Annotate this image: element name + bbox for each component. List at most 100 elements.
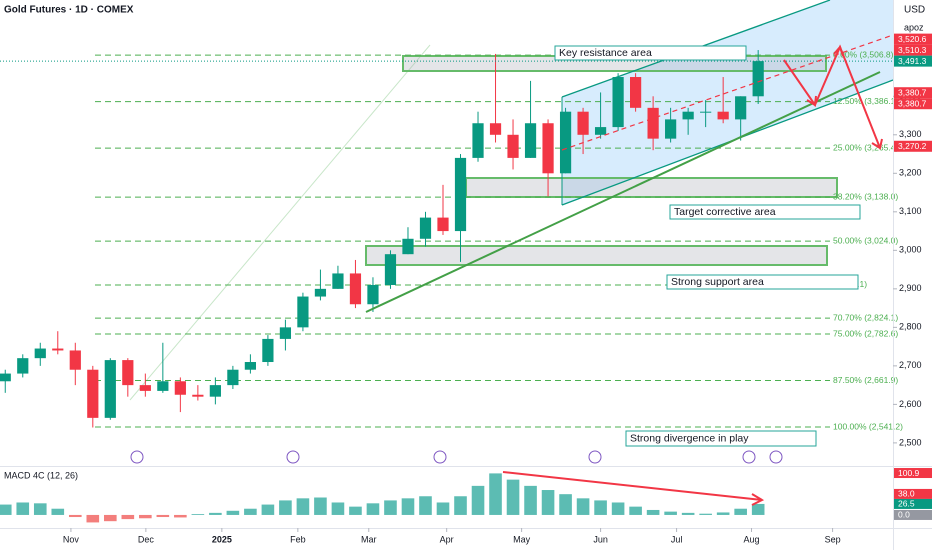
candle-body (297, 296, 309, 328)
event-icon[interactable] (286, 450, 300, 464)
macd-bar (699, 513, 712, 515)
x-tick-label: Feb (290, 534, 306, 544)
price-badge (894, 44, 932, 56)
macd-bar (104, 514, 117, 522)
macd-bar (296, 498, 310, 515)
x-tick-label: Apr (440, 534, 454, 544)
drawings-over: Key resistance area Target corrective ar… (130, 0, 894, 506)
annotation: Strong divergence in play (630, 432, 749, 444)
macd-bar (174, 514, 187, 518)
y-tick-label: 2,700 (899, 360, 922, 370)
event-icon[interactable] (769, 450, 783, 464)
macd-bar (226, 510, 240, 515)
macd-bar (156, 514, 170, 518)
macd-bar (629, 506, 642, 515)
candle-body (612, 77, 624, 128)
price-badge-label: 0.0 (898, 510, 910, 520)
author: apoz (904, 22, 924, 32)
candle-body (735, 96, 747, 120)
y-tick-label: 3,100 (899, 206, 922, 216)
candle-body (244, 362, 256, 370)
candle-body (279, 327, 292, 339)
candle-body (384, 254, 397, 285)
x-tick-label: 2025 (212, 534, 232, 544)
arrow-heads (806, 45, 883, 150)
macd-bar (384, 500, 397, 515)
macd-bar (279, 500, 292, 515)
price-badge-label: 3,380.7 (898, 98, 927, 108)
macd-bar (121, 514, 135, 520)
macd-bar (436, 502, 450, 515)
chart-title: Gold Futures · 1D · COMEX (4, 5, 134, 16)
y-tick-label: 2,900 (899, 283, 922, 293)
macd-bar (611, 502, 625, 515)
series-layer: 0.00% (3,506.8) 12.50% (3,386.1) 25.00% (3… (0, 49, 903, 523)
drawings-under (129, 0, 893, 401)
candle-body (489, 123, 502, 135)
x-tick-label: Dec (138, 534, 155, 544)
y-tick-label: 3,000 (899, 245, 922, 255)
macd-bar (366, 503, 380, 515)
support-zone (365, 245, 828, 266)
x-tick-label: Nov (63, 534, 80, 544)
macd-bar (51, 508, 65, 515)
candle-body (559, 111, 572, 174)
indicator-title: MACD 4C (12, 26) (4, 470, 78, 480)
event-icon[interactable] (433, 450, 447, 464)
event-icons (130, 450, 783, 464)
annotation: Target corrective area (674, 206, 776, 218)
y-tick-label: 2,500 (899, 437, 922, 447)
price-badge (894, 33, 932, 45)
candle-body (17, 358, 29, 374)
annotation-box (669, 204, 861, 220)
macd-bar (314, 497, 327, 515)
price-badge (894, 55, 932, 67)
macd-bar (419, 496, 432, 515)
candle-body (647, 107, 659, 139)
candle-body (454, 157, 467, 232)
macd-bar (506, 479, 520, 515)
y-tick-label: 3,200 (899, 168, 922, 178)
macd-bar (541, 490, 555, 515)
y-tick-label: 2,800 (899, 322, 922, 332)
macd-bar (646, 509, 660, 515)
macd-bar (139, 514, 152, 519)
fib-label: 50.00% (3,024.0) (833, 235, 898, 245)
price-badge (894, 509, 932, 520)
candle-body (104, 360, 116, 418)
price-badge-label: 3,270.2 (898, 141, 927, 151)
candle-body (69, 350, 81, 370)
annotation-box (554, 45, 747, 61)
fib-label: 87.50% (2,661.9) (833, 375, 898, 385)
macd-bar (681, 512, 695, 515)
macd-bar (68, 514, 82, 518)
macd-bar (331, 502, 345, 515)
event-icon[interactable] (742, 450, 756, 464)
candle-body (367, 284, 379, 305)
candle-body (52, 348, 64, 351)
corrective-zone (465, 177, 838, 198)
candle-body (402, 238, 414, 255)
annotation-box (625, 430, 817, 447)
channel-fill (562, 0, 893, 205)
macd-bar (524, 485, 537, 515)
fib-label: 0.00% (3,506.8) (833, 49, 894, 59)
macd-bar (454, 496, 467, 515)
candle-body (192, 394, 204, 397)
event-icon[interactable] (588, 450, 602, 464)
macd-bar (33, 503, 47, 515)
y-tick-label: 2,600 (899, 399, 922, 409)
candle-body (542, 123, 554, 174)
candle-body (630, 77, 642, 108)
x-tick-label: Mar (361, 534, 377, 544)
price-badge-label: 3,491.3 (898, 56, 927, 66)
price-badge-label: 38.0 (898, 489, 915, 499)
event-icon[interactable] (130, 450, 144, 464)
macd-bar (244, 508, 257, 515)
macd-bar (716, 512, 730, 515)
annotation: Strong support area (671, 276, 764, 288)
fib-label: 25.00% (3,265.4) (833, 142, 898, 152)
macd-bar (734, 508, 747, 515)
macd-bar (16, 502, 30, 515)
